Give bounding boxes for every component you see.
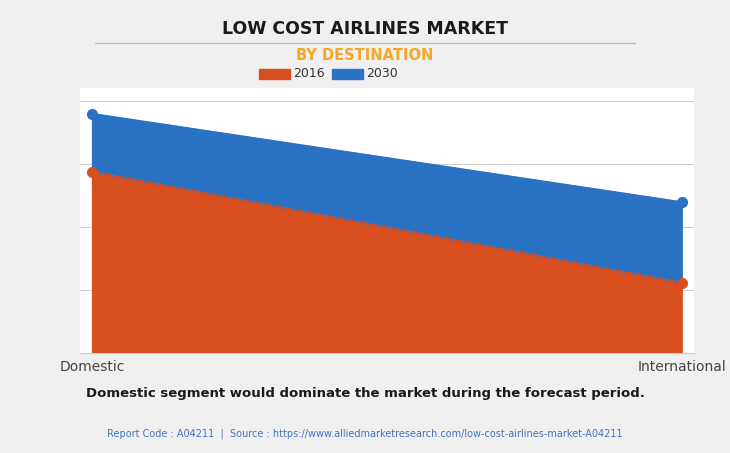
Text: LOW COST AIRLINES MARKET: LOW COST AIRLINES MARKET (222, 20, 508, 39)
Text: 2016: 2016 (293, 67, 325, 80)
Text: 2030: 2030 (366, 67, 398, 80)
Text: Report Code : A04211  |  Source : https://www.alliedmarketresearch.com/low-cost-: Report Code : A04211 | Source : https://… (107, 428, 623, 439)
Text: Domestic segment would dominate the market during the forecast period.: Domestic segment would dominate the mark… (85, 387, 645, 400)
Text: BY DESTINATION: BY DESTINATION (296, 48, 434, 63)
